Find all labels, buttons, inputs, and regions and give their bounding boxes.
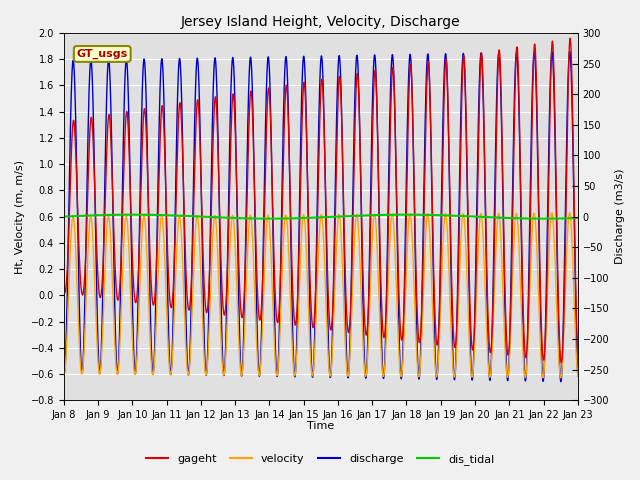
X-axis label: Time: Time xyxy=(307,421,335,432)
Title: Jersey Island Height, Velocity, Discharge: Jersey Island Height, Velocity, Discharg… xyxy=(181,15,461,29)
Y-axis label: Ht, Velocity (m, m/s): Ht, Velocity (m, m/s) xyxy=(15,160,25,274)
Y-axis label: Discharge (m3/s): Discharge (m3/s) xyxy=(615,169,625,264)
Text: GT_usgs: GT_usgs xyxy=(77,49,128,59)
Legend: gageht, velocity, discharge, dis_tidal: gageht, velocity, discharge, dis_tidal xyxy=(141,450,499,469)
